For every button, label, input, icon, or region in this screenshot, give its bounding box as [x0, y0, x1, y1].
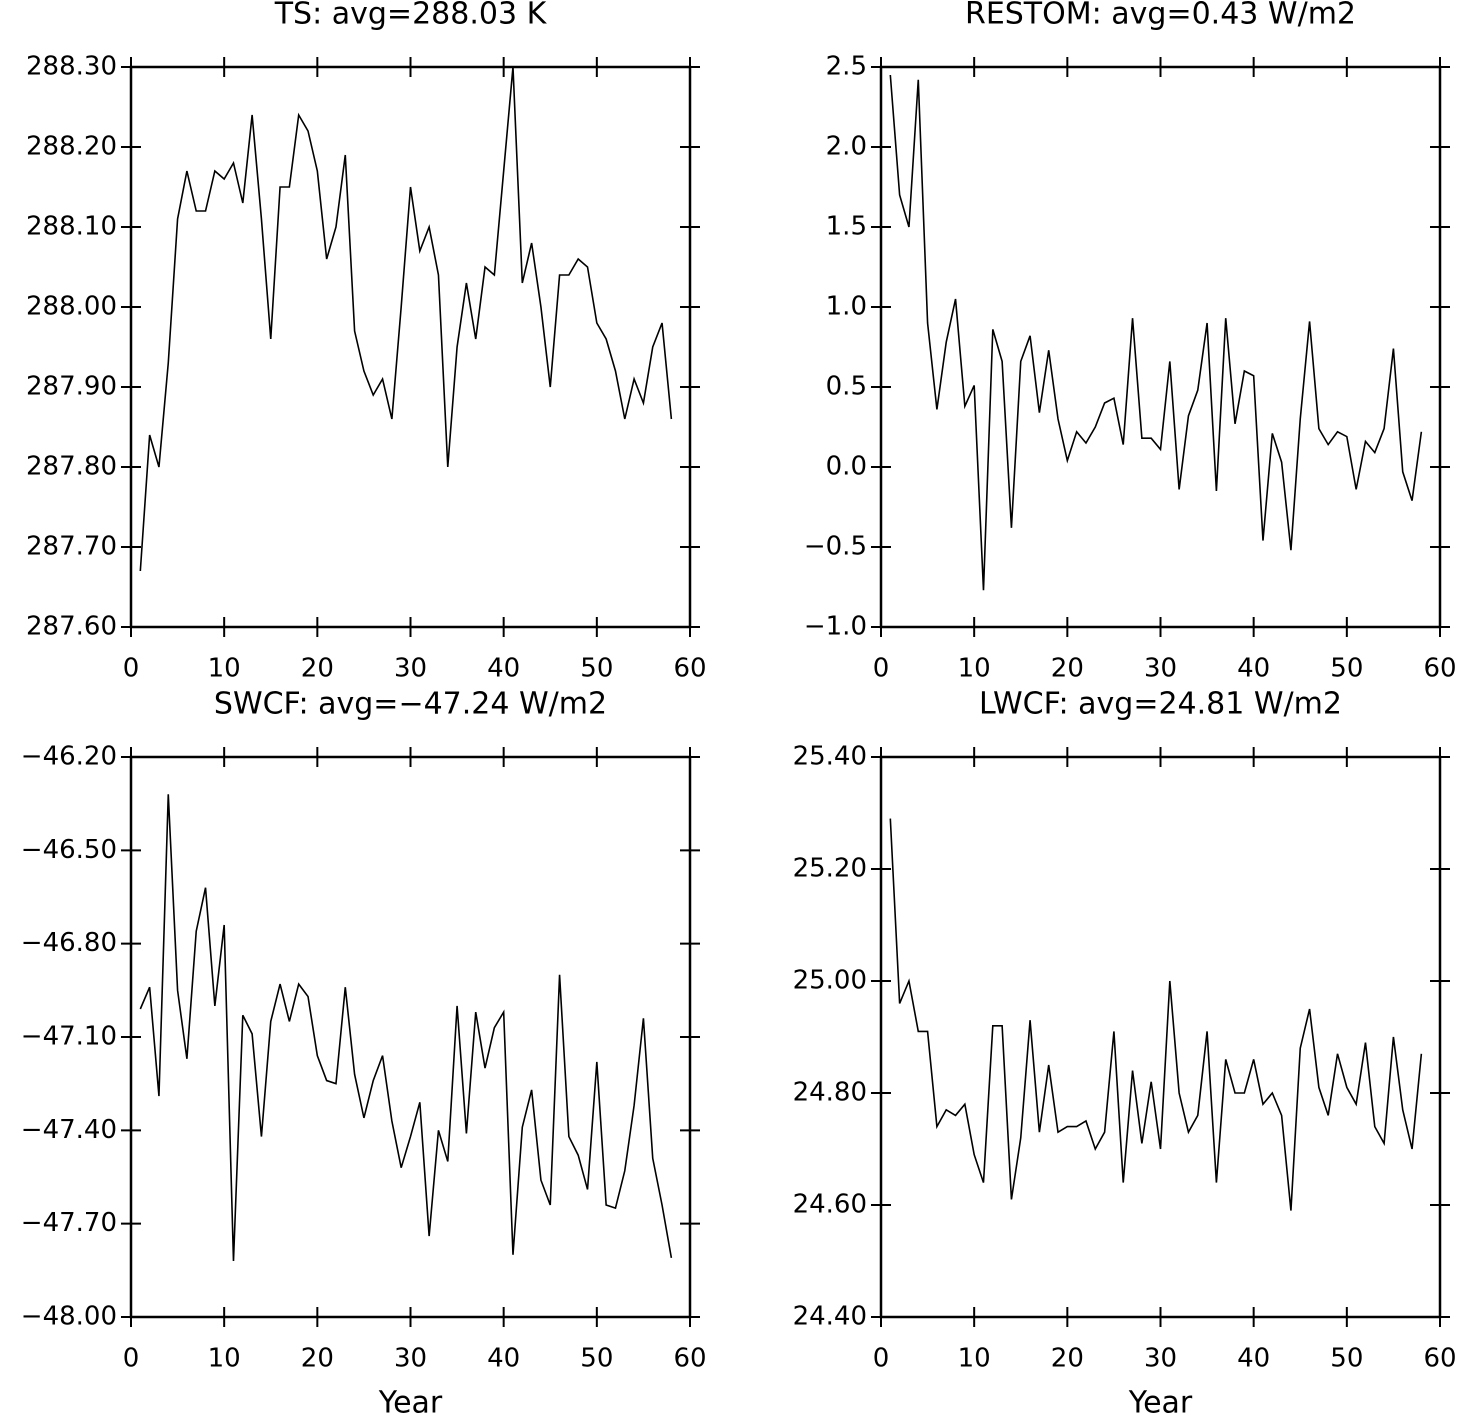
x-tick-label: 0: [123, 1344, 140, 1374]
x-tick-label: 60: [673, 1344, 706, 1374]
x-tick-label: 50: [1330, 1344, 1363, 1374]
x-tick-label: 30: [1144, 654, 1177, 684]
x-axis-label: Year: [378, 1386, 443, 1417]
x-tick-label: 20: [1051, 1344, 1084, 1374]
y-tick-label: 288.00: [26, 292, 117, 322]
x-tick-label: 30: [394, 654, 427, 684]
y-tick-label: 288.20: [26, 132, 117, 162]
y-tick-label: 287.70: [26, 532, 117, 562]
y-tick-label: 25.00: [793, 966, 867, 996]
x-tick-label: 30: [1144, 1344, 1177, 1374]
y-tick-label: 287.60: [26, 612, 117, 642]
y-tick-label: −46.80: [21, 928, 117, 958]
data-line: [889, 818, 1423, 1211]
x-tick-label: 50: [580, 1344, 613, 1374]
x-tick-label: 60: [673, 654, 706, 684]
y-tick-label: 288.30: [26, 52, 117, 82]
x-tick-label: 0: [123, 654, 140, 684]
plot-frame: [879, 65, 1442, 629]
y-tick-label: 25.40: [793, 742, 867, 772]
x-tick-label: 10: [208, 654, 241, 684]
x-tick-label: 40: [487, 654, 520, 684]
y-tick-label: −46.50: [21, 835, 117, 865]
y-tick-label: 1.5: [826, 212, 867, 242]
chart-title: LWCF: avg=24.81 W/m2: [979, 687, 1342, 722]
x-tick-label: 20: [1051, 654, 1084, 684]
y-tick-label: 0.5: [826, 372, 867, 402]
x-tick-label: 60: [1423, 1344, 1456, 1374]
data-line: [889, 74, 1423, 591]
y-tick-label: −47.10: [21, 1022, 117, 1052]
x-tick-label: 0: [873, 1344, 890, 1374]
y-tick-label: −47.40: [21, 1115, 117, 1145]
y-tick-label: 1.0: [826, 292, 867, 322]
x-tick-label: 50: [580, 654, 613, 684]
data-line: [139, 66, 673, 572]
y-tick-label: 2.5: [826, 52, 867, 82]
y-tick-label: 24.60: [793, 1190, 867, 1220]
y-tick-label: 24.80: [793, 1078, 867, 1108]
x-tick-label: 30: [394, 1344, 427, 1374]
y-tick-label: 25.20: [793, 854, 867, 884]
y-tick-label: 287.90: [26, 372, 117, 402]
x-axis-label: Year: [1128, 1386, 1193, 1417]
y-tick-label: −47.70: [21, 1208, 117, 1238]
x-tick-label: 0: [873, 654, 890, 684]
x-tick-label: 50: [1330, 654, 1363, 684]
y-tick-label: −48.00: [21, 1302, 117, 1332]
y-tick-label: −46.20: [21, 742, 117, 772]
chart-title: RESTOM: avg=0.43 W/m2: [965, 0, 1356, 32]
y-tick-label: 287.80: [26, 452, 117, 482]
x-tick-label: 10: [208, 1344, 241, 1374]
x-tick-label: 40: [1237, 1344, 1270, 1374]
y-tick-label: −1.0: [804, 612, 867, 642]
chart-title: TS: avg=288.03 K: [274, 0, 548, 32]
y-tick-label: 24.40: [793, 1302, 867, 1332]
x-tick-label: 60: [1423, 654, 1456, 684]
chart-title: SWCF: avg=−47.24 W/m2: [214, 687, 607, 722]
x-tick-label: 20: [301, 654, 334, 684]
y-tick-label: 2.0: [826, 132, 867, 162]
plot-frame: [129, 65, 692, 629]
x-tick-label: 10: [958, 654, 991, 684]
data-line: [139, 794, 673, 1262]
x-tick-label: 10: [958, 1344, 991, 1374]
plot-frame: [129, 755, 692, 1319]
x-tick-label: 40: [1237, 654, 1270, 684]
plot-frame: [879, 755, 1442, 1319]
y-tick-label: 288.10: [26, 212, 117, 242]
y-tick-label: 0.0: [826, 452, 867, 482]
y-tick-label: −0.5: [804, 532, 867, 562]
x-tick-label: 40: [487, 1344, 520, 1374]
x-tick-label: 20: [301, 1344, 334, 1374]
